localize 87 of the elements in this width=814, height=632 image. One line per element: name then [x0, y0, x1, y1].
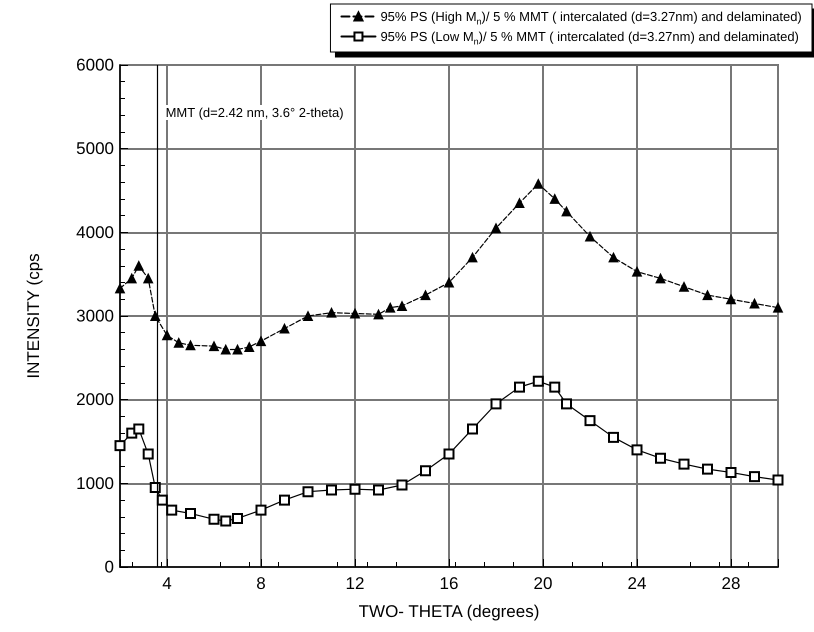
x-tick-label: 24: [628, 574, 646, 593]
ref-line-label: MMT (d=2.42 nm, 3.6° 2-theta): [166, 105, 344, 120]
y-tick-label: 1000: [76, 474, 114, 493]
point: [514, 198, 524, 208]
y-tick-label: 4000: [76, 222, 114, 242]
point: [302, 486, 314, 498]
point: [532, 376, 544, 387]
x-tick-label: 28: [722, 574, 740, 593]
point: [420, 465, 431, 476]
point: [608, 252, 618, 262]
point: [584, 415, 596, 426]
y-tick-label: 6000: [76, 56, 114, 74]
point: [702, 290, 712, 300]
y-tick-label: 0: [104, 558, 114, 576]
point: [491, 223, 501, 234]
point: [280, 324, 290, 334]
point: [773, 302, 783, 313]
point: [150, 311, 160, 321]
point: [396, 480, 408, 491]
point: [632, 444, 642, 456]
point: [702, 464, 713, 475]
point: [126, 273, 137, 284]
point: [186, 340, 196, 350]
point: [134, 260, 144, 271]
point: [608, 432, 619, 443]
point: [350, 484, 360, 495]
point: [385, 302, 396, 313]
point: [656, 273, 666, 284]
point: [326, 484, 337, 496]
x-axis-title: TWO- THETA (degrees): [358, 602, 540, 621]
point: [655, 452, 666, 464]
point: [143, 273, 154, 284]
point: [749, 471, 760, 482]
point: [561, 398, 572, 410]
point: [220, 515, 232, 526]
point: [397, 300, 407, 311]
point: [133, 423, 144, 434]
point: [279, 494, 290, 506]
x-tick-label: 8: [256, 574, 266, 593]
point: [585, 232, 595, 242]
point: [562, 206, 572, 216]
point: [114, 440, 126, 452]
point: [232, 512, 243, 524]
point: [467, 423, 478, 434]
point: [772, 474, 784, 486]
point: [679, 282, 689, 292]
point: [549, 382, 560, 393]
y-axis-title: INTENSITY (cps: [24, 253, 43, 379]
point: [209, 341, 219, 352]
point: [373, 484, 384, 496]
y-tick-label: 3000: [76, 306, 114, 326]
point: [174, 338, 184, 348]
y-tick-label: 2000: [76, 390, 114, 410]
point: [256, 336, 266, 346]
x-tick-label: 4: [162, 574, 172, 593]
point: [350, 308, 360, 318]
point: [142, 448, 154, 460]
point: [726, 294, 736, 304]
y-tick-label: 5000: [76, 139, 114, 158]
point: [115, 283, 125, 294]
point: [185, 508, 196, 519]
point: [468, 252, 478, 262]
point: [156, 494, 168, 506]
point: [632, 266, 642, 277]
point: [374, 309, 384, 320]
point: [514, 382, 525, 393]
point: [750, 298, 760, 308]
point: [444, 448, 454, 460]
point: [166, 504, 178, 516]
point: [726, 466, 736, 478]
x-tick-label: 20: [534, 574, 552, 593]
point: [162, 330, 172, 340]
point: [678, 458, 690, 470]
point: [326, 308, 336, 318]
point: [533, 178, 544, 189]
point: [256, 504, 266, 516]
point: [444, 278, 454, 288]
point: [420, 290, 430, 300]
point: [220, 344, 231, 354]
point: [550, 194, 560, 204]
point: [303, 311, 313, 321]
point: [208, 514, 220, 525]
point: [232, 344, 242, 354]
point: [490, 398, 502, 410]
x-tick-label: 12: [346, 574, 364, 593]
point: [244, 342, 254, 352]
x-tick-label: 16: [440, 574, 458, 593]
